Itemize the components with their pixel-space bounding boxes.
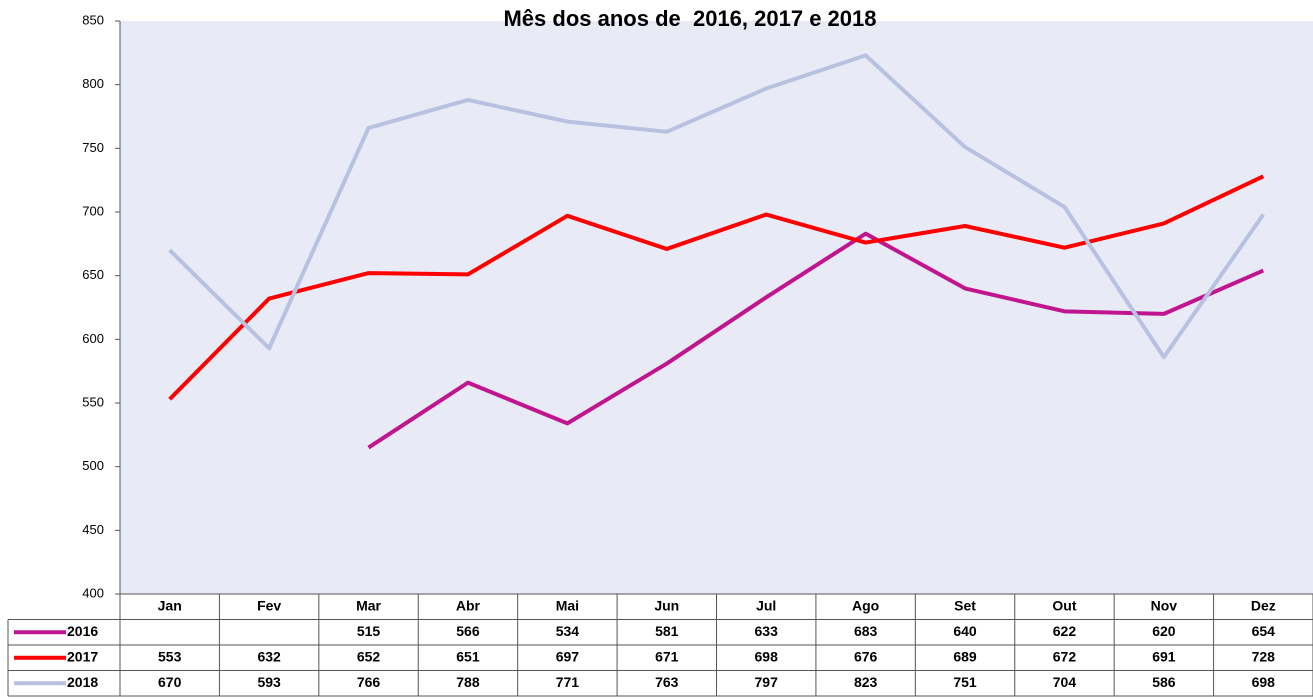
table-value: 689 bbox=[953, 648, 977, 664]
table-value: 683 bbox=[854, 623, 878, 639]
x-tick-label: Dez bbox=[1251, 597, 1276, 613]
table-value: 698 bbox=[1252, 674, 1276, 690]
table-value: 515 bbox=[357, 623, 381, 639]
y-tick-label: 600 bbox=[82, 331, 104, 346]
table-value: 632 bbox=[257, 648, 281, 664]
table-value: 672 bbox=[1053, 648, 1077, 664]
y-tick-label: 750 bbox=[82, 140, 104, 155]
line-series bbox=[367, 231, 1265, 450]
plot-area bbox=[120, 21, 1313, 594]
line-series bbox=[168, 53, 1265, 360]
table-value: 797 bbox=[755, 674, 779, 690]
y-tick-label: 700 bbox=[82, 203, 104, 218]
x-tick-label: Jul bbox=[756, 597, 776, 613]
x-tick-label: Jan bbox=[158, 597, 182, 613]
table-value: 751 bbox=[953, 674, 977, 690]
table-value: 704 bbox=[1053, 674, 1077, 690]
x-tick-label: Set bbox=[954, 597, 976, 613]
x-tick-label: Abr bbox=[456, 597, 481, 613]
y-tick-label: 500 bbox=[82, 458, 104, 473]
x-tick-label: Nov bbox=[1151, 597, 1178, 613]
legend-label: 2018 bbox=[67, 674, 98, 690]
table-value: 553 bbox=[158, 648, 182, 664]
table-value: 651 bbox=[456, 648, 480, 664]
table-value: 697 bbox=[556, 648, 580, 664]
x-tick-label: Fev bbox=[257, 597, 281, 613]
x-tick-label: Jun bbox=[654, 597, 679, 613]
x-tick-label: Ago bbox=[852, 597, 879, 613]
table-value: 586 bbox=[1152, 674, 1176, 690]
line-series bbox=[168, 174, 1265, 401]
x-tick-label: Mai bbox=[556, 597, 579, 613]
y-tick-label: 400 bbox=[82, 585, 104, 600]
table-value: 788 bbox=[456, 674, 480, 690]
y-tick-label: 450 bbox=[82, 522, 104, 537]
table-value: 534 bbox=[556, 623, 580, 639]
table-value: 671 bbox=[655, 648, 679, 664]
chart-title: Mês dos anos de 2016, 2017 e 2018 bbox=[503, 6, 876, 31]
y-tick-label: 850 bbox=[82, 12, 104, 27]
table-value: 593 bbox=[257, 674, 281, 690]
table-value: 763 bbox=[655, 674, 679, 690]
table-value: 620 bbox=[1152, 623, 1176, 639]
table-value: 670 bbox=[158, 674, 182, 690]
table-value: 640 bbox=[953, 623, 977, 639]
x-tick-label: Mar bbox=[356, 597, 381, 613]
table-value: 676 bbox=[854, 648, 878, 664]
table-value: 652 bbox=[357, 648, 381, 664]
x-tick-label: Out bbox=[1052, 597, 1076, 613]
legend-label: 2017 bbox=[67, 648, 98, 664]
table-value: 622 bbox=[1053, 623, 1077, 639]
table-value: 633 bbox=[755, 623, 779, 639]
table-value: 766 bbox=[357, 674, 381, 690]
table-value: 823 bbox=[854, 674, 878, 690]
table-value: 698 bbox=[755, 648, 779, 664]
table-value: 566 bbox=[456, 623, 480, 639]
y-tick-label: 800 bbox=[82, 76, 104, 91]
legend-label: 2016 bbox=[67, 623, 98, 639]
table-value: 691 bbox=[1152, 648, 1176, 664]
table-value: 728 bbox=[1252, 648, 1276, 664]
table-value: 654 bbox=[1252, 623, 1276, 639]
y-tick-label: 550 bbox=[82, 394, 104, 409]
y-tick-label: 650 bbox=[82, 267, 104, 282]
table-value: 581 bbox=[655, 623, 679, 639]
table-value: 771 bbox=[556, 674, 580, 690]
